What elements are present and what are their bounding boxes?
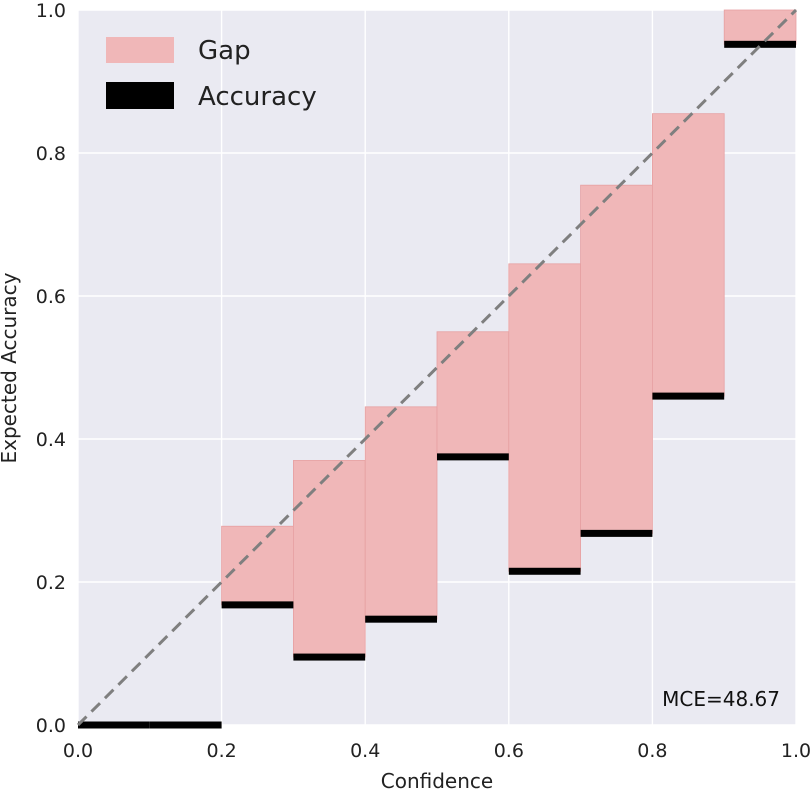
mce-annotation: MCE=48.67 bbox=[662, 687, 780, 711]
x-tick-label-2: 0.4 bbox=[350, 740, 380, 762]
gap-bar-9 bbox=[723, 9, 797, 45]
accuracy-bar-9 bbox=[724, 40, 796, 48]
y-tick-label-0: 0.0 bbox=[36, 715, 66, 737]
gap-bar-7 bbox=[580, 184, 653, 534]
legend-accuracy-label: Accuracy bbox=[198, 82, 317, 112]
x-tick-label-4: 0.8 bbox=[637, 740, 667, 762]
y-tick-label-4: 0.8 bbox=[36, 143, 66, 165]
x-tick-label-1: 0.2 bbox=[206, 740, 236, 762]
accuracy-bar-2 bbox=[221, 601, 294, 609]
x-tick-label-0: 0.0 bbox=[63, 740, 93, 762]
y-axis-label: Expected Accuracy bbox=[0, 272, 21, 463]
gap-bar-2 bbox=[221, 525, 294, 606]
gap-bar-4 bbox=[364, 406, 438, 620]
accuracy-bar-0 bbox=[78, 721, 150, 729]
legend-gap-label: Gap bbox=[198, 36, 251, 66]
accuracy-bar-6 bbox=[508, 567, 581, 575]
y-tick-label-3: 0.6 bbox=[36, 286, 66, 308]
x-tick-labels: 0.0 0.2 0.4 0.6 0.8 1.0 bbox=[63, 740, 811, 762]
accuracy-bar-7 bbox=[580, 529, 653, 537]
x-tick-label-3: 0.6 bbox=[494, 740, 524, 762]
x-tick-label-5: 1.0 bbox=[781, 740, 811, 762]
y-tick-label-1: 0.2 bbox=[36, 572, 66, 594]
gap-bars bbox=[221, 9, 797, 658]
accuracy-bar-8 bbox=[652, 392, 725, 400]
accuracy-bars bbox=[78, 40, 796, 729]
y-tick-labels: 0.0 0.2 0.4 0.6 0.8 1.0 bbox=[36, 0, 66, 737]
accuracy-bar-5 bbox=[437, 453, 509, 461]
legend: Gap Accuracy bbox=[106, 36, 317, 112]
gap-bar-3 bbox=[292, 460, 366, 658]
accuracy-bar-1 bbox=[149, 721, 222, 729]
x-axis-label: Confidence bbox=[381, 769, 493, 793]
y-tick-label-5: 1.0 bbox=[36, 0, 66, 22]
y-tick-label-2: 0.4 bbox=[36, 429, 66, 451]
gap-bar-8 bbox=[652, 113, 725, 397]
perfect-calibration-line bbox=[76, 8, 798, 727]
legend-gap-swatch bbox=[106, 37, 174, 63]
accuracy-bar-3 bbox=[293, 653, 366, 661]
gap-bar-5 bbox=[436, 331, 510, 458]
accuracy-bar-4 bbox=[365, 615, 437, 623]
legend-accuracy-swatch bbox=[106, 82, 174, 109]
gap-bar-6 bbox=[508, 263, 581, 572]
